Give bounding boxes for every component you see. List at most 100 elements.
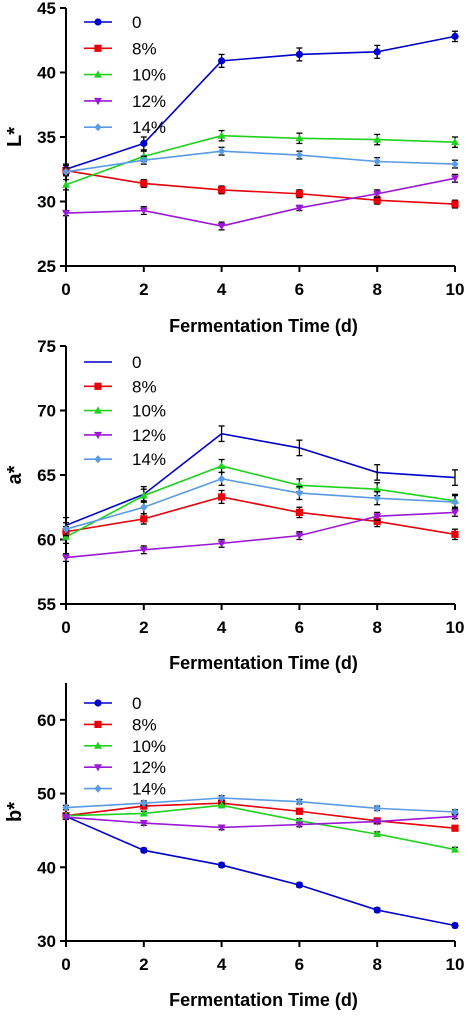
data-point <box>451 813 459 821</box>
data-point <box>139 809 148 817</box>
series-line <box>65 802 456 830</box>
x-tick-label: 10 <box>446 618 465 637</box>
series-line <box>65 432 456 527</box>
series-12-pct <box>62 507 459 563</box>
x-tick-label: 6 <box>295 280 304 299</box>
data-point <box>62 554 70 562</box>
chart-panel-1: 25 30 35 40 45 0 2 4 6 8 10 Fermentation Time (d) L*… <box>4 0 464 336</box>
series-10-pct <box>62 129 459 191</box>
legend-marker <box>94 97 102 106</box>
legend-item: 14% <box>84 780 166 799</box>
y-tick-label: 70 <box>37 402 56 421</box>
y-tick-label: 50 <box>37 785 56 804</box>
series-10-pct <box>62 801 459 853</box>
data-point <box>373 829 382 838</box>
data-point <box>451 159 459 169</box>
data-point <box>373 48 381 56</box>
series-14-pct <box>62 471 459 537</box>
legend-label: 12% <box>132 426 166 445</box>
data-point <box>218 861 226 869</box>
data-point <box>451 509 459 517</box>
data-point <box>451 807 459 817</box>
data-point <box>295 50 303 59</box>
legend-marker <box>94 382 102 390</box>
series-line <box>65 478 456 530</box>
data-point <box>451 921 459 930</box>
y-tick-label: 40 <box>37 64 56 83</box>
data-point <box>295 488 303 498</box>
data-point <box>295 150 303 160</box>
legend-marker <box>94 44 102 52</box>
data-point <box>217 824 226 832</box>
data-point <box>451 137 459 146</box>
data-point <box>217 131 226 139</box>
data-point <box>451 32 459 40</box>
series-line <box>65 815 456 927</box>
series-10-pct <box>62 458 459 545</box>
legend: 0 8% 10% 12% 14% <box>84 694 166 799</box>
legend-marker <box>94 741 102 749</box>
data-point <box>139 491 148 499</box>
legend-item: 10% <box>84 66 166 85</box>
x-tick-label: 10 <box>446 280 465 299</box>
data-point <box>373 517 381 526</box>
legend-item: 0 <box>84 13 141 32</box>
data-point <box>218 793 226 803</box>
data-point <box>217 540 226 548</box>
data-point <box>139 207 148 215</box>
series-line <box>65 150 456 173</box>
series-0 <box>62 812 459 930</box>
data-point <box>62 814 70 822</box>
legend-marker <box>94 455 102 464</box>
y-axis-title: a* <box>4 465 26 484</box>
error-bar <box>296 439 303 457</box>
data-point <box>295 881 303 889</box>
legend-item: 10% <box>84 402 166 421</box>
data-point <box>218 493 226 501</box>
legend-item: 8% <box>84 377 157 396</box>
x-tick-label: 6 <box>295 955 304 974</box>
data-point <box>373 804 381 813</box>
data-point <box>295 190 303 198</box>
x-axis-title: Fermentation Time (d) <box>169 990 358 1010</box>
legend-marker <box>94 699 102 707</box>
data-point <box>451 200 459 208</box>
data-point <box>217 461 226 469</box>
data-point <box>295 204 304 213</box>
x-axis-title: Fermentation Time (d) <box>169 316 358 336</box>
data-point <box>140 799 148 808</box>
legend-item: 12% <box>84 92 166 111</box>
data-point <box>217 801 226 809</box>
x-tick-label: 4 <box>217 618 227 637</box>
legend-label: 8% <box>132 715 157 734</box>
y-tick-label: 35 <box>37 128 56 147</box>
data-point <box>295 532 304 540</box>
y-axis-title: b* <box>4 802 26 822</box>
error-bar <box>374 464 381 481</box>
legend-marker <box>94 406 102 414</box>
legend-marker <box>94 764 102 772</box>
legend-label: 12% <box>132 92 166 111</box>
legend: 0 8% 10% 12% 14% <box>84 13 166 137</box>
data-point <box>451 845 459 853</box>
chart-panel-2: 55 60 65 70 75 0 2 4 6 8 10 Fermentation Time (d) a*… <box>4 337 464 673</box>
data-point <box>62 210 70 218</box>
legend-marker <box>94 18 102 26</box>
data-point <box>373 157 381 166</box>
legend-item: 12% <box>84 426 166 445</box>
series-line <box>65 815 456 829</box>
data-point <box>451 497 459 507</box>
x-tick-label: 0 <box>61 955 70 974</box>
data-point <box>451 824 459 832</box>
data-point <box>218 57 226 65</box>
y-tick-label: 40 <box>37 858 56 877</box>
x-axis-title: Fermentation Time (d) <box>169 653 358 673</box>
data-point <box>62 532 70 540</box>
error-bar <box>452 469 458 486</box>
data-point <box>373 135 382 143</box>
data-point <box>373 513 382 521</box>
data-point <box>62 167 70 176</box>
series-14-pct <box>62 793 459 817</box>
data-point <box>139 546 148 555</box>
data-point <box>140 179 148 188</box>
